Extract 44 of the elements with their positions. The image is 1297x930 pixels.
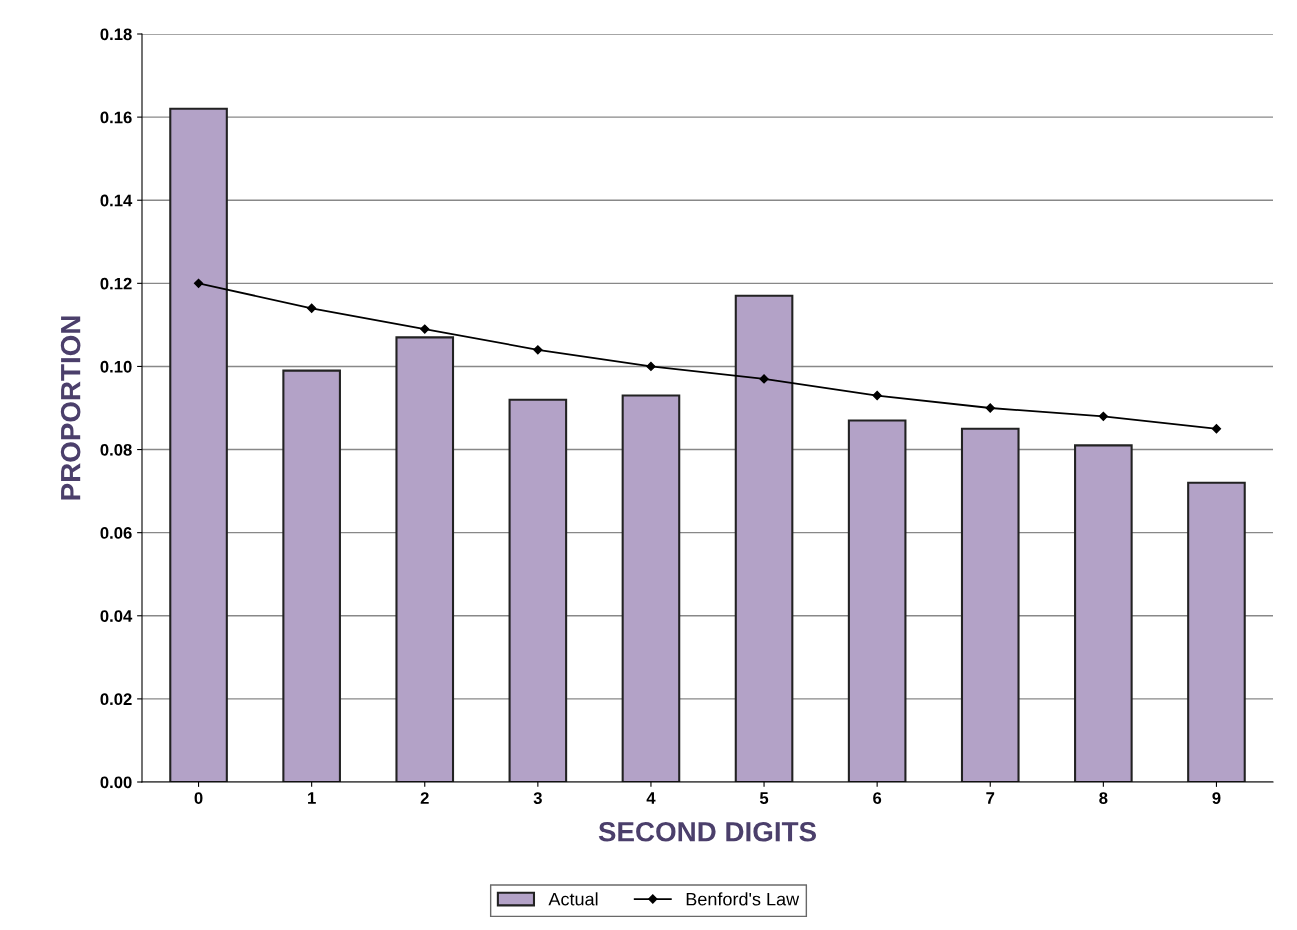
x-tick-label: 4 <box>646 792 656 804</box>
x-tick-label: 8 <box>1099 792 1108 804</box>
x-tick-label: 5 <box>759 792 769 804</box>
y-tick-label: 0.12 <box>100 277 132 290</box>
y-tick-label: 0.08 <box>100 443 132 456</box>
y-axis-title: PROPORTION <box>60 316 81 500</box>
bar <box>847 419 907 782</box>
x-tick-label: 6 <box>873 792 882 804</box>
y-tick-label: 0.14 <box>100 194 133 207</box>
x-axis-title: SECOND DIGITS <box>598 821 816 842</box>
y-tick-label: 0.10 <box>100 360 132 373</box>
point <box>646 361 656 372</box>
point <box>759 374 769 384</box>
point <box>985 403 995 413</box>
point <box>1211 424 1222 434</box>
x-tick-label: 3 <box>533 792 542 804</box>
point <box>193 278 204 288</box>
bar <box>1074 444 1133 782</box>
y-tick-label: 0.02 <box>100 693 132 706</box>
x-tick-label: 0 <box>194 792 203 804</box>
bar <box>960 427 1020 782</box>
point <box>420 324 430 334</box>
point <box>307 303 317 313</box>
x-tick-label: 1 <box>308 792 316 804</box>
bar <box>1187 481 1246 782</box>
y-tick-label: 0.16 <box>100 111 132 124</box>
y-tick-label: 0.18 <box>100 28 132 41</box>
x-tick-label: 9 <box>1212 792 1221 804</box>
bar <box>282 369 341 782</box>
bar <box>734 294 794 782</box>
bar <box>169 107 228 782</box>
point <box>872 390 882 401</box>
bar <box>621 394 681 782</box>
y-tick-label: 0.00 <box>100 776 132 789</box>
point <box>533 345 543 355</box>
bar <box>508 398 568 782</box>
x-tick-label: 7 <box>986 792 995 804</box>
bar <box>395 336 455 782</box>
legend-label: Actual <box>548 892 598 906</box>
x-tick-label: 2 <box>420 792 429 804</box>
y-tick-label: 0.06 <box>100 527 132 539</box>
legend-label: Benford's Law <box>686 892 800 906</box>
y-tick-label: 0.04 <box>100 610 133 622</box>
point <box>1098 411 1108 421</box>
